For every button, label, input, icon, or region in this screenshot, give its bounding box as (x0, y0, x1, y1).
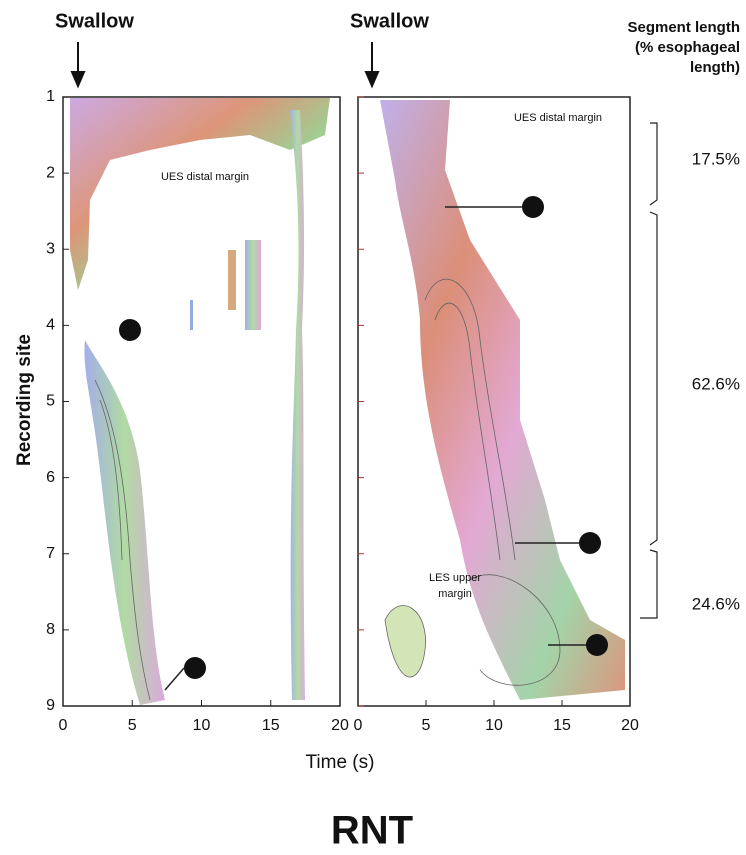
x-tick-label: 15 (262, 717, 280, 734)
x-tick-label: 10 (485, 717, 503, 734)
annotation: 2 (191, 659, 199, 676)
topography-right (380, 100, 625, 700)
panel-header: Swallow (350, 10, 429, 32)
annotation: UES distal margin (514, 112, 602, 124)
x-tick-label: 20 (621, 717, 639, 734)
segment-bracket (640, 123, 657, 618)
segment-header: Segment length (627, 19, 740, 36)
annotation: margin (438, 588, 472, 600)
caption: RNT (331, 809, 413, 850)
y-tick-label: 1 (46, 88, 55, 105)
annotation: LES upper (429, 572, 481, 584)
segment-length: 17.5% (692, 149, 740, 168)
topography-left (70, 98, 330, 705)
y-tick-label: 8 (46, 621, 55, 638)
x-tick-label: 10 (193, 717, 211, 734)
y-tick-label: 2 (46, 164, 55, 181)
annotation: 1 (126, 321, 134, 338)
y-tick-label: 7 (46, 545, 55, 562)
segment-header: (% esophageal (635, 39, 740, 56)
annotation: UES distal margin (161, 171, 249, 183)
segment-length: 24.6% (692, 594, 740, 613)
x-tick-label: 5 (422, 717, 431, 734)
segment-length: 62.6% (692, 374, 740, 393)
panel-header: Swallow (55, 10, 134, 32)
annotation-arrow (165, 668, 184, 690)
figure: Recording site Time (s) RNT 1 2 3 4 5 6 7 8 9 Swa… (0, 0, 746, 850)
segment-header: length) (690, 59, 740, 76)
x-tick-label: 0 (59, 717, 68, 734)
x-tick-label: 20 (331, 717, 349, 734)
y-axis-label: Recording site (14, 334, 35, 466)
annotation: 1 (529, 198, 537, 215)
x-tick-label: 15 (553, 717, 571, 734)
swallow-arrow (72, 42, 378, 86)
y-tick-label: 9 (46, 697, 55, 714)
x-tick-label: 5 (128, 717, 137, 734)
y-tick-label: 6 (46, 469, 55, 486)
y-tick-label: 4 (46, 317, 55, 334)
x-tick-label: 0 (354, 717, 363, 734)
y-tick-label: 3 (46, 240, 55, 257)
annotation: 3 (593, 636, 601, 653)
annotation: 2 (586, 534, 594, 551)
y-tick-label: 5 (46, 393, 55, 410)
x-axis-label: Time (s) (306, 752, 375, 773)
